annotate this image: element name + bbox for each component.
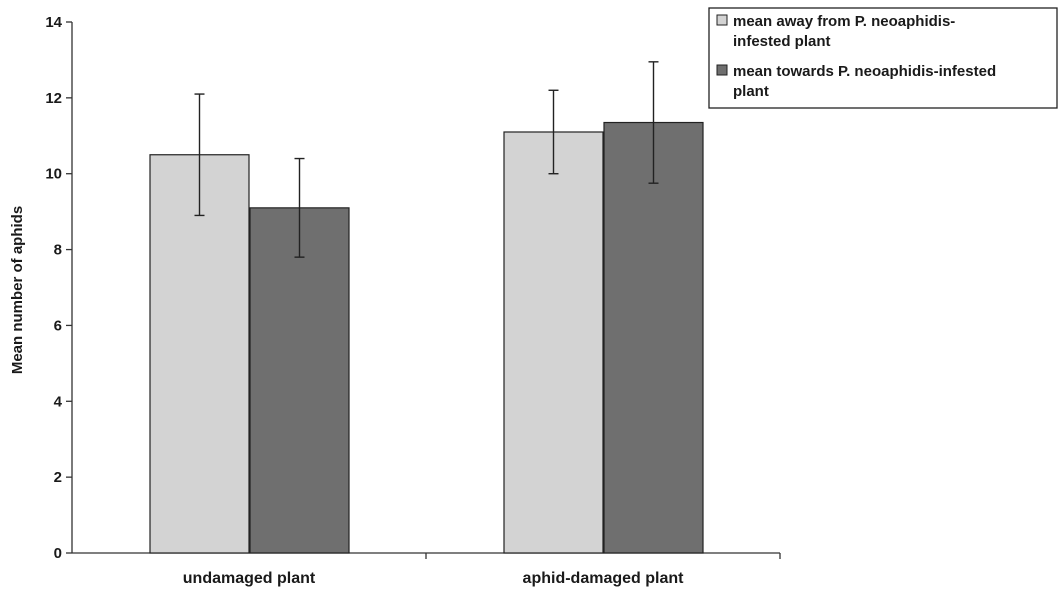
y-axis-title: Mean number of aphids [9,206,26,374]
bars [149,121,704,554]
x-category-label: aphid-damaged plant [523,570,685,587]
legend-label: mean away from P. neoaphidis- [733,13,955,30]
x-category-label: undamaged plant [183,570,316,587]
legend-swatch [716,14,728,26]
y-tick-label: 0 [54,545,62,562]
y-tick-label: 14 [45,14,62,31]
y-tick-label: 6 [54,317,62,334]
y-tick-label: 4 [54,393,63,410]
bar [503,131,604,554]
bar [249,207,350,554]
bar [149,154,250,554]
y-axis-ticks: 0 2 4 6 8 10 12 14 [45,14,72,562]
bar [603,121,704,554]
error-bars [194,61,659,258]
legend-box [708,7,1058,109]
y-tick-label: 12 [45,90,62,107]
legend: mean away from P. neoaphidis-infested pl… [708,7,1058,109]
y-tick-label: 8 [54,242,62,259]
legend-swatch [716,64,728,76]
legend-label: infested plant [733,33,831,50]
legend-label: mean towards P. neoaphidis-infested [733,63,996,80]
x-axis-categories: undamaged plant aphid-damaged plant [183,553,781,587]
y-tick-label: 10 [45,166,62,183]
legend-label: plant [733,83,769,100]
y-tick-label: 2 [54,469,62,486]
